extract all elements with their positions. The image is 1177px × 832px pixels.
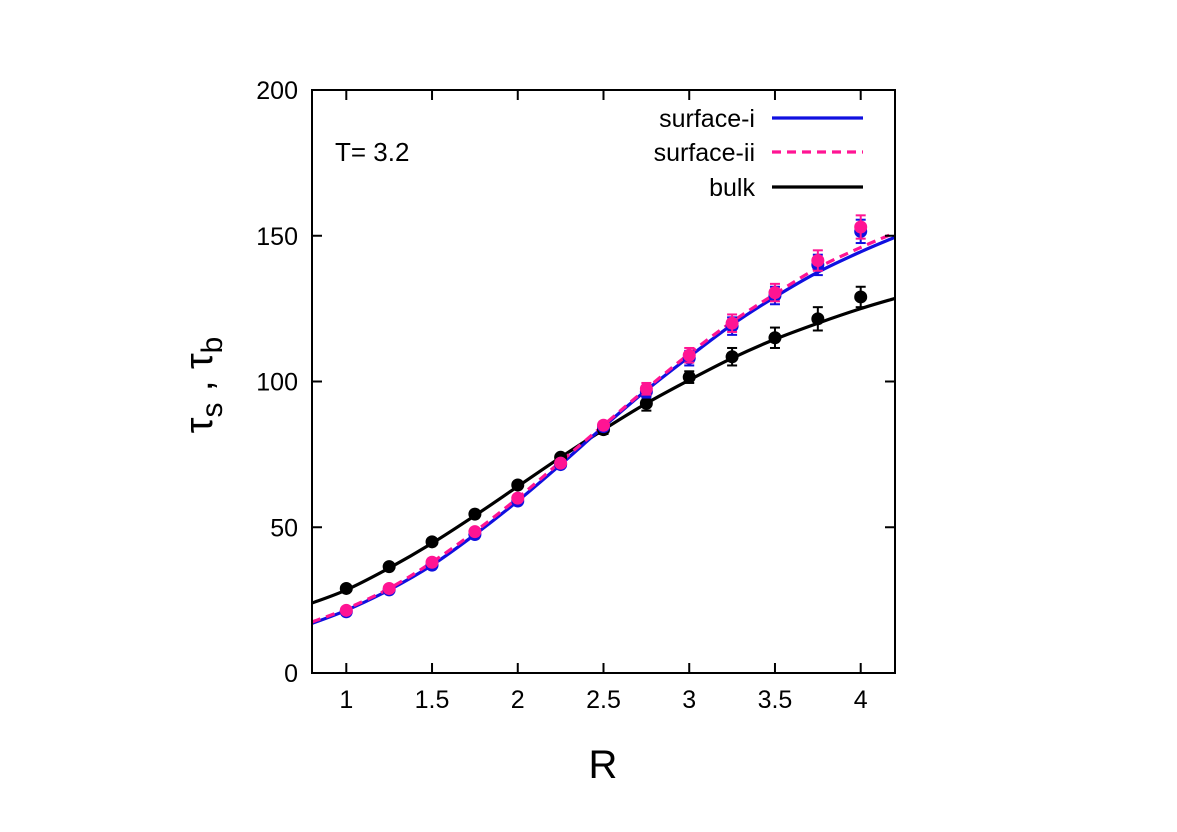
y-axis-title-sub-s: s <box>196 403 229 418</box>
x-tick-label: 2.5 <box>586 686 621 714</box>
marker-surface-ii <box>468 525 482 539</box>
marker-surface-ii <box>597 418 610 432</box>
marker-bulk <box>425 535 439 549</box>
legend-label-surface-ii: surface-ii <box>654 139 755 167</box>
data-point-bulk <box>811 306 825 332</box>
marker-surface-ii <box>682 348 696 362</box>
marker-surface-ii <box>725 316 739 330</box>
data-point-surface-ii <box>382 581 396 595</box>
legend-entry-bulk: bulk <box>709 174 863 202</box>
marker-bulk <box>811 312 825 326</box>
axes: 1 1.5 2 2.5 3 3.5 4 0 50 100 150 200 <box>256 77 896 714</box>
data-point-bulk <box>339 581 353 595</box>
marker-bulk <box>511 478 525 492</box>
temperature-annotation: T= 3.2 <box>335 137 409 167</box>
marker-bulk <box>639 396 653 410</box>
x-tick-label: 1 <box>339 686 353 714</box>
data-point-surface-ii <box>682 346 696 364</box>
x-tick-label: 3 <box>682 686 696 714</box>
marker-surface-ii <box>554 456 568 470</box>
data-point-bulk <box>425 535 439 549</box>
legend-entry-surface-ii: surface-ii <box>654 139 863 167</box>
marker-bulk <box>682 370 696 384</box>
data-point-surface-ii <box>854 214 868 240</box>
data-point-bulk <box>854 285 868 309</box>
marker-bulk <box>382 560 396 574</box>
x-tick-label: 2 <box>511 686 525 714</box>
y-axis-title-separator: , <box>177 369 221 402</box>
legend-label-surface-i: surface-i <box>659 105 755 133</box>
marker-bulk <box>339 581 353 595</box>
plot-area <box>312 214 895 625</box>
marker-surface-ii <box>425 555 439 569</box>
legend: surface-i surface-ii bulk <box>654 105 863 202</box>
marker-surface-ii <box>639 382 653 396</box>
marker-bulk <box>725 350 739 364</box>
data-point-bulk <box>382 560 396 574</box>
data-point-surface-ii <box>339 603 353 617</box>
y-tick-label: 0 <box>284 660 298 688</box>
marker-surface-ii <box>511 491 525 505</box>
marker-bulk <box>468 507 482 521</box>
y-tick-label: 150 <box>256 223 298 251</box>
data-point-surface-ii <box>639 381 653 396</box>
data-point-surface-ii <box>811 249 825 272</box>
x-axis-title: R <box>589 743 618 787</box>
data-point-bulk <box>768 326 782 349</box>
data-point-surface-ii <box>725 313 739 333</box>
data-point-surface-ii <box>511 491 525 505</box>
marker-surface-ii <box>854 220 868 234</box>
y-axis-title: τs , τb <box>177 337 229 434</box>
data-point-bulk <box>511 478 525 492</box>
data-point-surface-ii <box>768 282 782 303</box>
y-axis-title-symbol-2: τ <box>177 353 221 369</box>
marker-surface-ii <box>811 254 825 268</box>
data-point-surface-ii <box>425 555 439 569</box>
y-tick-label: 100 <box>256 369 298 397</box>
y-axis-title-symbol: τ <box>177 417 221 433</box>
fit-line-surface-ii <box>312 231 895 624</box>
data-point-surface-ii <box>468 525 482 539</box>
marker-surface-ii <box>382 581 396 595</box>
marker-bulk <box>768 331 782 345</box>
data-point-bulk <box>468 507 482 521</box>
y-axis-title-text: τs , τb <box>177 337 229 434</box>
marker-surface-ii <box>339 603 353 617</box>
marker-bulk <box>854 290 868 304</box>
legend-label-bulk: bulk <box>709 174 755 202</box>
data-point-surface-ii <box>597 418 610 432</box>
legend-entry-surface-i: surface-i <box>659 105 863 133</box>
marker-surface-ii <box>768 286 782 300</box>
data-point-bulk <box>725 346 739 367</box>
x-tick-label: 1.5 <box>415 686 450 714</box>
y-tick-label: 200 <box>256 77 298 105</box>
y-axis-title-sub-b: b <box>196 337 229 354</box>
x-tick-label: 4 <box>854 686 868 714</box>
data-point-bulk <box>682 370 696 384</box>
x-tick-label: 3.5 <box>758 686 793 714</box>
y-tick-label: 50 <box>270 514 298 542</box>
data-point-surface-ii <box>554 456 568 470</box>
